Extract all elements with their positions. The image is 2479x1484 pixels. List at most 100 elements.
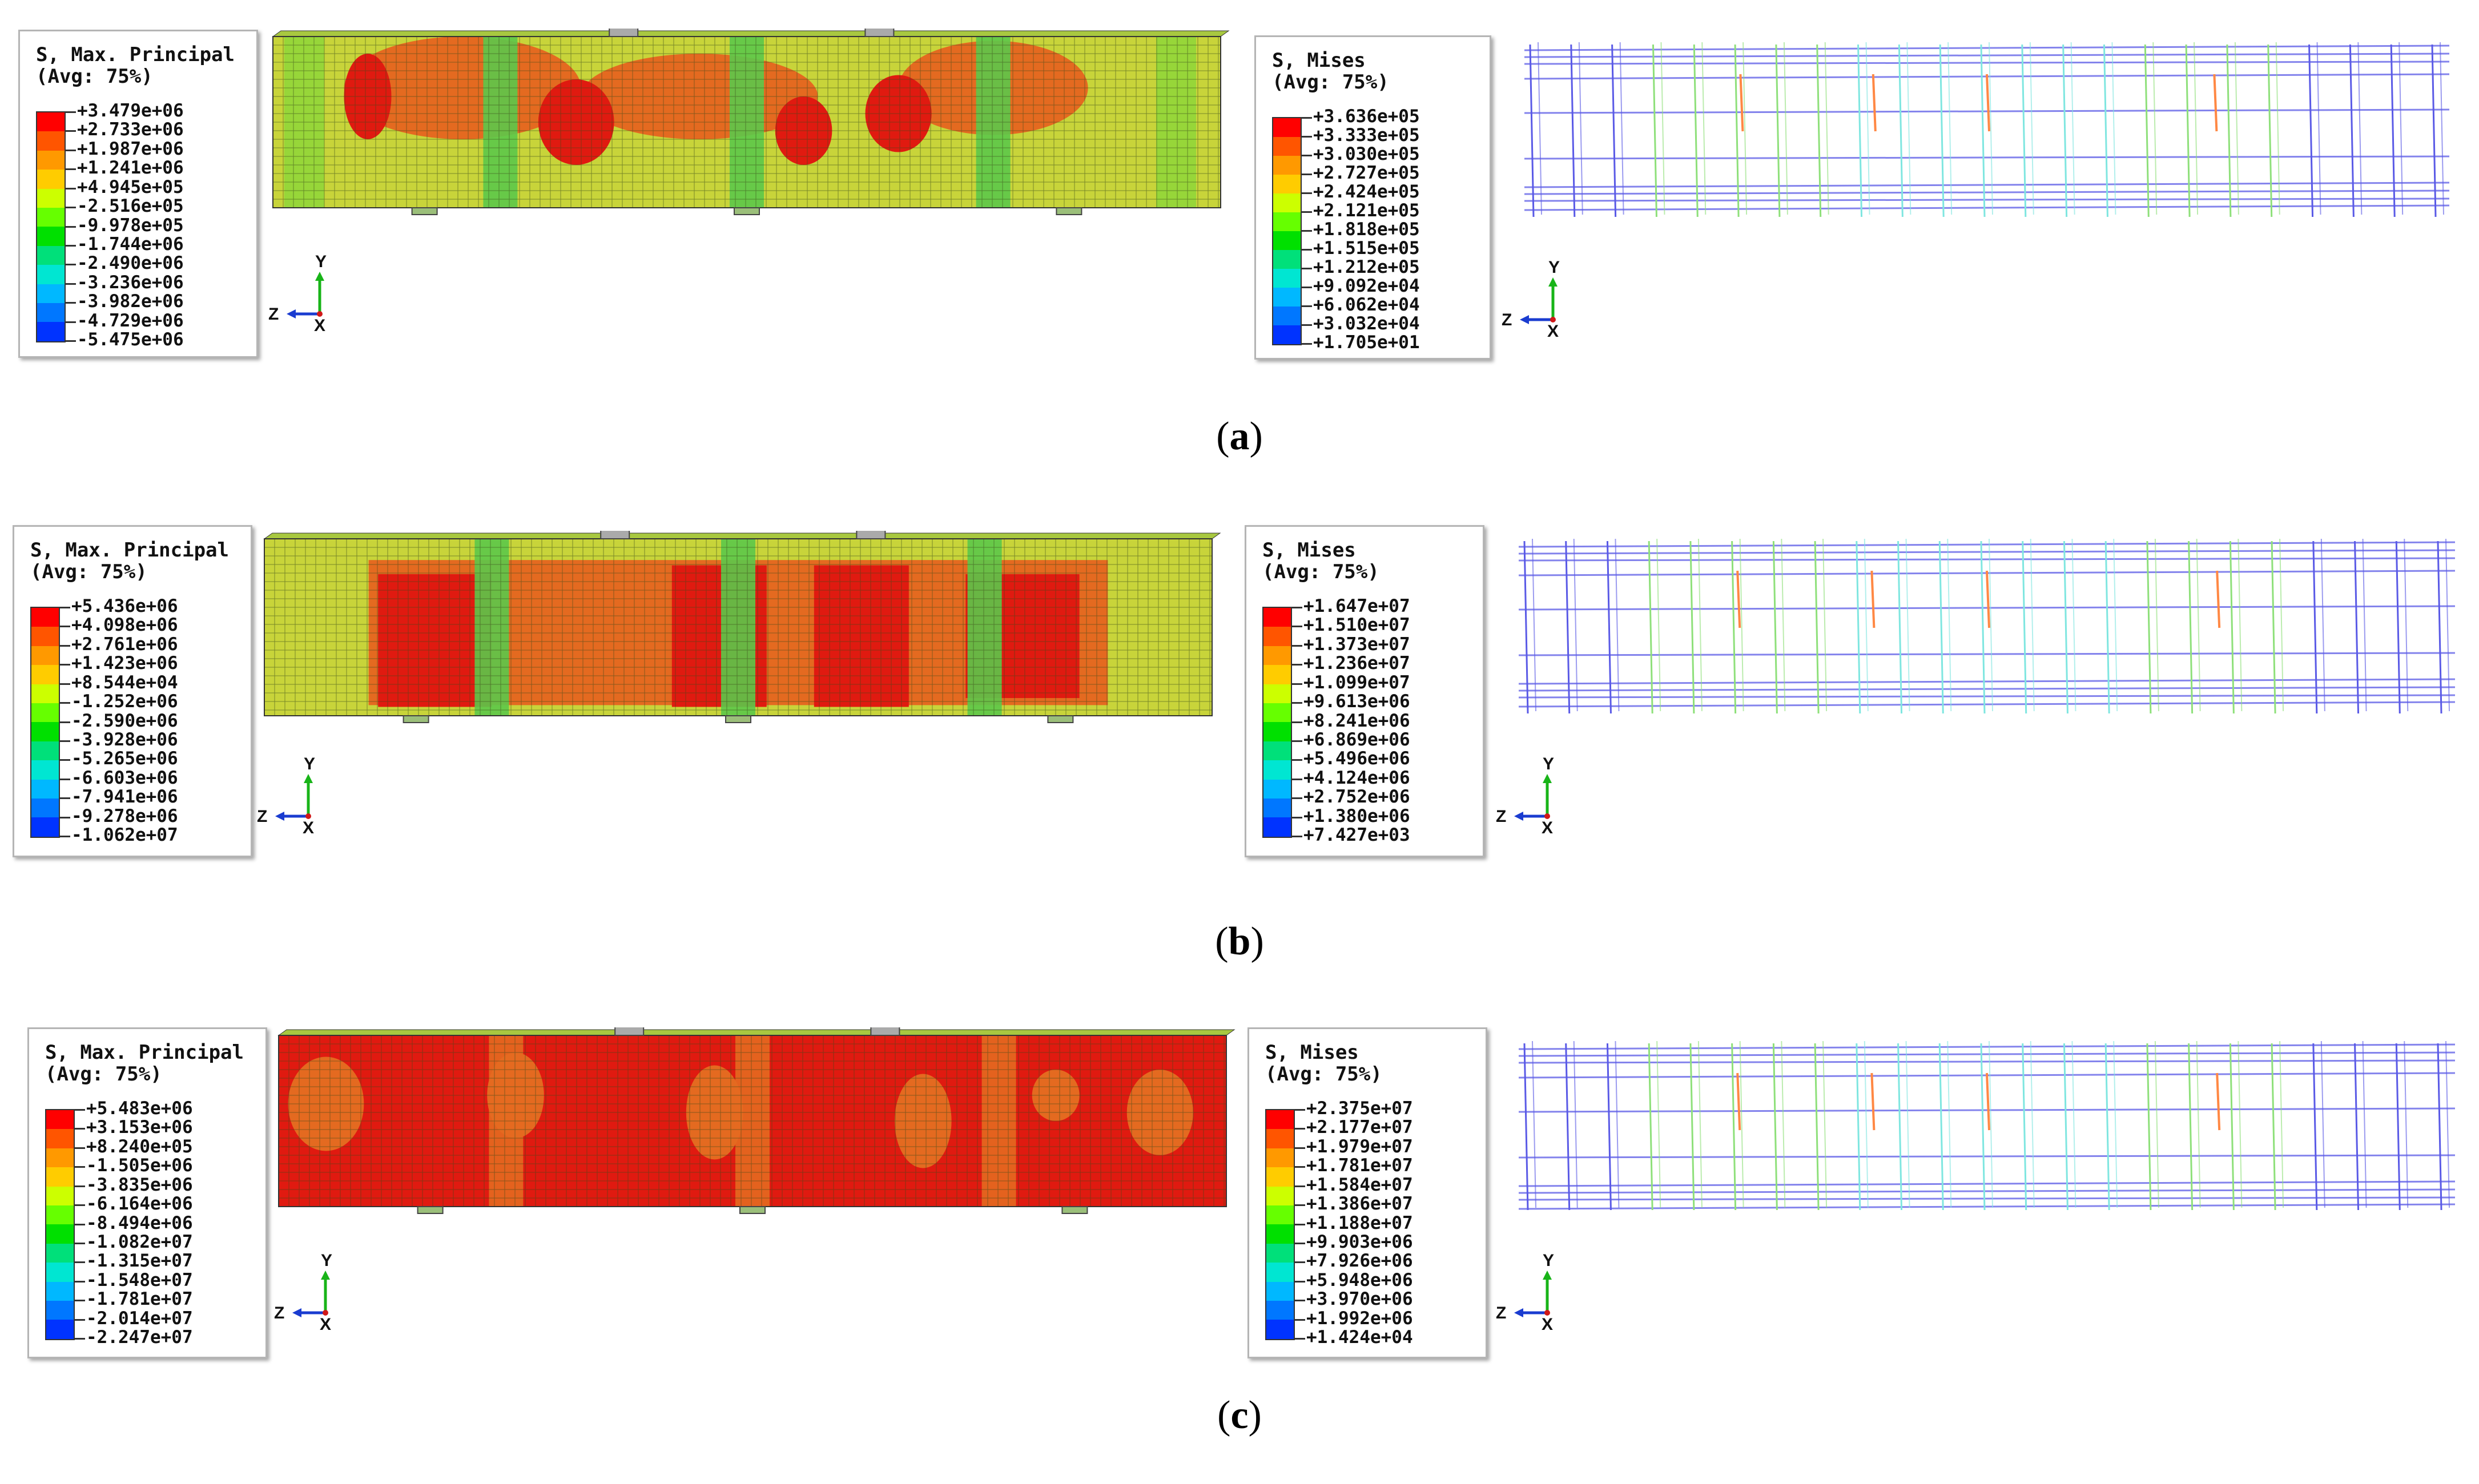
legend-value: -1.744e+06 bbox=[77, 233, 184, 255]
legend-tick bbox=[1292, 607, 1302, 608]
z-axis-label: Z bbox=[274, 1304, 284, 1322]
legend-value: +8.240e+05 bbox=[86, 1136, 193, 1157]
legend-color-band bbox=[37, 303, 65, 322]
stressed-segment bbox=[1739, 74, 1744, 132]
stressed-segment bbox=[1986, 570, 1990, 628]
stirrup bbox=[2320, 538, 2325, 712]
y-axis-arrowhead bbox=[315, 272, 324, 281]
rebar-cage bbox=[1524, 42, 2450, 217]
stirrup bbox=[2237, 538, 2243, 712]
legend-color-band bbox=[31, 665, 59, 684]
stirrup bbox=[2071, 1041, 2076, 1208]
legend-value: +3.153e+06 bbox=[86, 1117, 193, 1138]
longitudinal-bar bbox=[1524, 197, 2450, 202]
longitudinal-bar bbox=[1524, 45, 2450, 51]
legend-tick bbox=[1302, 268, 1312, 269]
legend-tick bbox=[1295, 1318, 1305, 1321]
legend-tick bbox=[1302, 136, 1312, 138]
legend-color-band bbox=[1273, 269, 1301, 288]
legend-subtitle: (Avg: 75%) bbox=[30, 560, 147, 583]
load-plate bbox=[614, 1027, 645, 1036]
legend-value: -1.548e+07 bbox=[86, 1269, 193, 1291]
stirrup bbox=[2445, 1041, 2450, 1208]
legend-tick bbox=[1302, 174, 1312, 175]
legend-tick bbox=[60, 664, 70, 666]
longitudinal-bar bbox=[1518, 541, 2456, 548]
legend-value: -2.516e+05 bbox=[77, 196, 184, 217]
stirrup bbox=[2104, 541, 2110, 714]
legend-color-band bbox=[31, 627, 59, 646]
stirrup bbox=[2234, 42, 2239, 215]
stirrup bbox=[1856, 1043, 1861, 1211]
stirrup bbox=[2063, 1043, 2068, 1211]
concrete-beam bbox=[277, 1027, 1236, 1214]
legend-tick bbox=[66, 187, 76, 189]
z-axis-arrowhead bbox=[1520, 315, 1529, 324]
legend-color-band bbox=[31, 817, 59, 837]
stirrup bbox=[2349, 44, 2355, 217]
stirrup bbox=[1697, 538, 1703, 712]
y-axis-label: Y bbox=[315, 252, 327, 271]
legend-value: +3.032e+04 bbox=[1313, 313, 1420, 334]
legend-title: S, Max. Principal bbox=[36, 43, 235, 66]
stirrup bbox=[1565, 541, 1571, 714]
legend-color-band bbox=[37, 265, 65, 284]
legend-value: -9.278e+06 bbox=[71, 805, 178, 826]
stirrup bbox=[1734, 44, 1740, 217]
legend-tick bbox=[60, 644, 70, 647]
legend-color-band bbox=[1263, 817, 1291, 837]
x-axis-dot bbox=[305, 813, 311, 819]
legend-tick bbox=[1302, 324, 1312, 326]
stirrup bbox=[1573, 1041, 1578, 1208]
legend-color-band bbox=[37, 245, 65, 265]
z-axis-label: Z bbox=[1502, 310, 1512, 329]
legend-value: +2.424e+05 bbox=[1313, 182, 1420, 202]
stirrup bbox=[2229, 1043, 2235, 1211]
axis-triad: Y Z X bbox=[1496, 1251, 1554, 1330]
legend-value: +1.423e+06 bbox=[71, 653, 178, 674]
axis-triad: Y Z X bbox=[274, 1251, 332, 1330]
legend-value: -2.590e+06 bbox=[71, 710, 178, 731]
stirrup bbox=[1693, 44, 1699, 217]
legend-value: -2.247e+07 bbox=[86, 1327, 193, 1348]
legend-color-band bbox=[1266, 1320, 1294, 1339]
legend-value: -4.729e+06 bbox=[77, 310, 184, 331]
legend-value: +4.124e+06 bbox=[1303, 767, 1410, 788]
legend-color-band bbox=[1273, 193, 1301, 212]
legend-tick bbox=[1292, 644, 1302, 647]
longitudinal-bar bbox=[1518, 1107, 2456, 1113]
stirrup bbox=[1775, 44, 1781, 217]
stress-column bbox=[474, 539, 509, 716]
legend-tick bbox=[60, 740, 70, 742]
stress-column bbox=[721, 539, 755, 716]
legend-tick bbox=[1292, 797, 1302, 800]
stressed-segment bbox=[2216, 1072, 2221, 1131]
legend-tick bbox=[1292, 816, 1302, 818]
z-axis-arrowhead bbox=[287, 309, 296, 318]
legend-value: +1.818e+05 bbox=[1313, 219, 1420, 240]
legend-value: -6.603e+06 bbox=[71, 767, 178, 788]
legend-value: +3.636e+05 bbox=[1313, 106, 1420, 127]
stirrup bbox=[1980, 1043, 1986, 1211]
legend-color-bar bbox=[1262, 607, 1292, 838]
mises-stress-legend: S, Mises (Avg: 75%) +2.375e+07 +2.177e+07… bbox=[1247, 1027, 1487, 1358]
stirrup bbox=[1980, 541, 1986, 714]
concrete-beam bbox=[263, 531, 1221, 723]
legend-value: -1.315e+07 bbox=[86, 1251, 193, 1272]
legend-tick bbox=[1302, 230, 1312, 232]
legend-color-band bbox=[46, 1263, 74, 1282]
stress-column bbox=[967, 539, 1002, 716]
stirrup bbox=[2063, 541, 2068, 714]
stirrup bbox=[1701, 42, 1707, 215]
legend-tick bbox=[60, 778, 70, 780]
stirrup bbox=[1822, 538, 1828, 712]
stirrup bbox=[1523, 541, 1529, 714]
legend-color-band bbox=[46, 1205, 74, 1225]
legend-color-band bbox=[1273, 137, 1301, 156]
stirrup bbox=[2070, 42, 2075, 215]
stirrup bbox=[2354, 1043, 2360, 1211]
legend-tick bbox=[1295, 1109, 1305, 1111]
stirrup bbox=[1578, 42, 1583, 215]
stirrup bbox=[2398, 42, 2404, 215]
legend-color-band bbox=[46, 1129, 74, 1148]
